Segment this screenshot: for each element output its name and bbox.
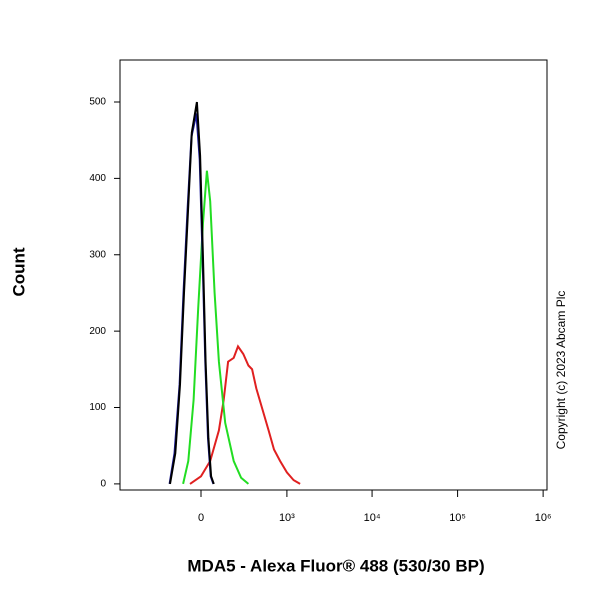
y-tick-label: 0 (100, 479, 106, 490)
x-tick-label: 10⁵ (449, 512, 466, 524)
x-tick-label: 10⁶ (535, 512, 552, 524)
x-tick-label: 0 (198, 512, 204, 524)
plot-frame (119, 59, 548, 491)
y-axis-label: Count (9, 247, 28, 296)
histogram-line (169, 101, 215, 485)
copyright: Copyright (c) 2023 Abcam Plc (554, 291, 568, 450)
y-tick-label: 500 (89, 97, 106, 108)
y-tick-label: 100 (89, 402, 106, 413)
histogram-line (189, 344, 301, 485)
x-tick-label: 10⁴ (364, 512, 381, 524)
y-tick-label: 200 (89, 326, 106, 337)
x-tick-label: 10³ (279, 512, 295, 524)
y-tick-label: 300 (89, 249, 106, 260)
histogram-line (182, 170, 250, 485)
x-axis-label: MDA5 - Alexa Fluor® 488 (530/30 BP) (187, 556, 484, 575)
y-tick-label: 400 (89, 173, 106, 184)
